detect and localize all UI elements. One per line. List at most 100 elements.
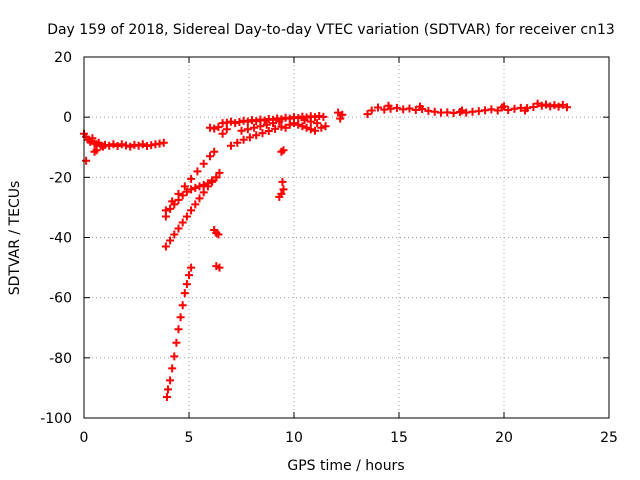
x-axis-label: GPS time / hours xyxy=(287,458,404,474)
data-point xyxy=(195,194,204,203)
data-point xyxy=(306,117,315,126)
data-point xyxy=(178,191,187,200)
data-point xyxy=(306,125,315,134)
data-point xyxy=(271,124,280,133)
grid xyxy=(84,57,609,418)
data-point xyxy=(187,185,196,194)
data-point xyxy=(250,123,259,132)
data-point xyxy=(193,167,202,176)
data-series xyxy=(161,147,219,215)
y-tick-label: -100 xyxy=(40,411,72,427)
data-point xyxy=(88,134,97,143)
data-point xyxy=(187,263,196,272)
data-point xyxy=(294,120,303,129)
data-series xyxy=(334,99,571,123)
data-point xyxy=(113,142,122,151)
x-tick-label: 0 xyxy=(80,430,89,446)
plot-frame xyxy=(83,56,610,419)
data-point xyxy=(262,120,271,129)
x-tick-label: 5 xyxy=(185,430,194,446)
data-point xyxy=(199,180,208,189)
data-point xyxy=(277,122,286,131)
x-tick-label: 15 xyxy=(390,430,408,446)
x-tick-label: 25 xyxy=(600,430,618,446)
data-point xyxy=(82,156,91,165)
data-point xyxy=(214,230,223,239)
data-point xyxy=(105,141,114,150)
data-point xyxy=(279,146,288,155)
data-point xyxy=(458,106,466,115)
data-point xyxy=(290,119,298,128)
data-point xyxy=(210,147,219,156)
y-tick-label: -40 xyxy=(49,231,72,247)
data-point xyxy=(159,138,168,147)
data-point xyxy=(231,119,240,128)
data-point xyxy=(542,100,550,109)
data-point xyxy=(317,123,326,132)
data-point xyxy=(269,119,277,128)
data-point xyxy=(521,106,529,115)
data-point xyxy=(277,189,286,198)
data-point xyxy=(206,152,214,161)
data-point xyxy=(161,242,170,251)
y-tick-label: -80 xyxy=(49,351,72,367)
data-point xyxy=(166,204,175,213)
data-point xyxy=(109,140,118,149)
data-point xyxy=(166,376,175,385)
data-point xyxy=(227,117,235,126)
data-point xyxy=(218,129,227,138)
data-point xyxy=(203,179,212,188)
data-point xyxy=(164,385,172,394)
data-point xyxy=(256,122,265,131)
data-point xyxy=(180,182,189,191)
data-point xyxy=(550,101,559,110)
data-point xyxy=(537,101,546,110)
data-point xyxy=(558,100,567,109)
data-point xyxy=(374,103,382,112)
data-point xyxy=(493,106,502,115)
data-point xyxy=(180,289,189,298)
data-point xyxy=(245,133,254,142)
data-point xyxy=(170,230,179,239)
data-point xyxy=(138,140,147,149)
data-point xyxy=(210,124,219,133)
data-point xyxy=(178,218,187,227)
data-point xyxy=(187,174,196,183)
y-tick-label: 20 xyxy=(54,50,72,66)
y-tick-label: -20 xyxy=(49,170,72,186)
data-point xyxy=(563,103,571,112)
data-point xyxy=(313,119,322,128)
data-point xyxy=(208,176,217,185)
data-series xyxy=(162,263,196,401)
data-point xyxy=(300,116,309,125)
data-point xyxy=(227,141,235,150)
data-point xyxy=(334,108,343,117)
data-point xyxy=(529,102,538,111)
data-point xyxy=(321,122,330,131)
data-series xyxy=(80,129,168,165)
data-point xyxy=(239,135,248,144)
data-point xyxy=(199,188,208,197)
data-point xyxy=(126,142,135,151)
data-point xyxy=(384,101,393,110)
data-point xyxy=(302,123,311,132)
data-point xyxy=(278,177,287,186)
data-point xyxy=(298,122,307,131)
data-point xyxy=(162,392,171,401)
data-point xyxy=(237,126,246,135)
data-point xyxy=(367,106,376,115)
data-point xyxy=(392,103,401,112)
data-point xyxy=(252,131,261,140)
data-point xyxy=(554,102,563,111)
data-point xyxy=(215,168,224,177)
data-point xyxy=(117,140,126,149)
data-point xyxy=(122,141,130,150)
data-point xyxy=(504,105,513,114)
data-point xyxy=(168,197,177,206)
x-tick-label: 10 xyxy=(285,430,303,446)
data-point xyxy=(185,271,193,280)
x-tick-label: 20 xyxy=(495,430,513,446)
data-point xyxy=(311,113,319,122)
data-point xyxy=(319,112,328,121)
data-point xyxy=(405,104,414,113)
